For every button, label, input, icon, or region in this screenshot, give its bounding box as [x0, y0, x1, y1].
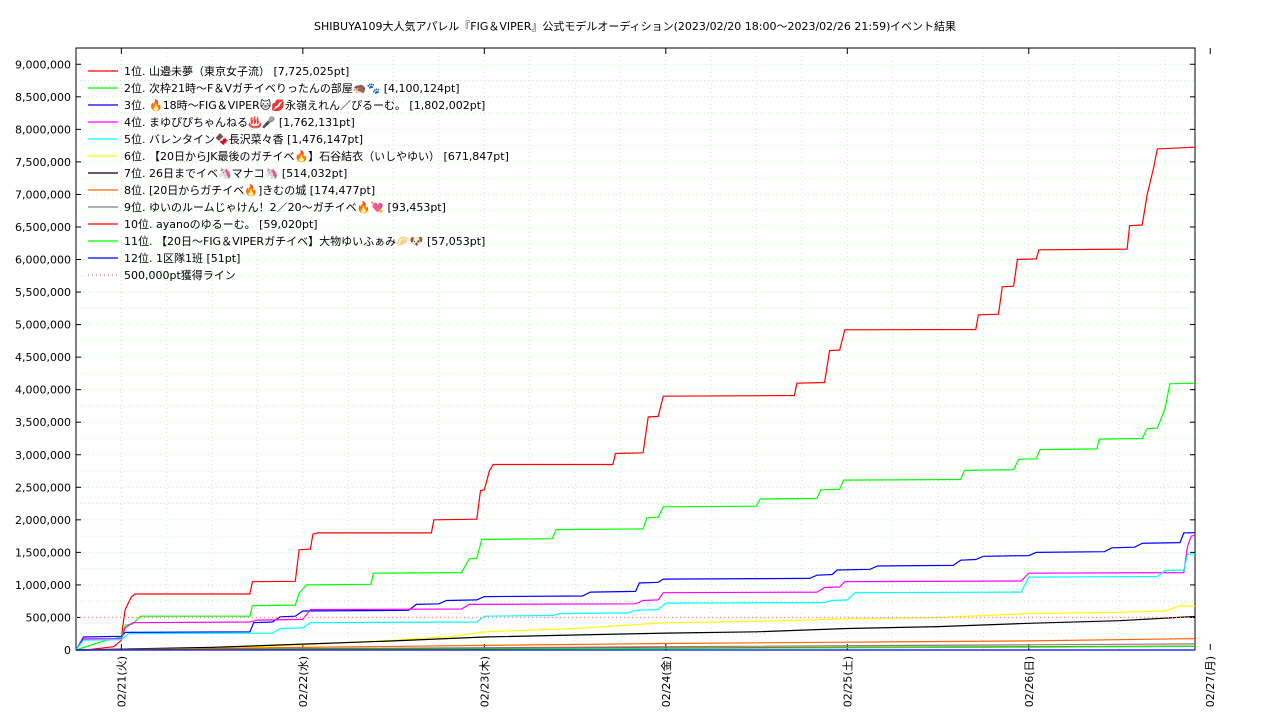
series-line-3 — [75, 532, 1196, 651]
y-tick-label: 2,000,000 — [15, 514, 71, 527]
y-tick-label: 1,500,000 — [15, 546, 71, 559]
legend-label-1: 1位. 山邉未夢（東京女子流） [7,725,025pt] — [124, 64, 349, 78]
y-tick-label: 6,000,000 — [15, 254, 71, 267]
y-tick-label: 8,500,000 — [15, 91, 71, 104]
y-tick-label: 8,000,000 — [15, 123, 71, 136]
chart-subtitle: イベント結果 — [890, 19, 956, 33]
x-tick-label: 02/27(月) — [1204, 656, 1217, 707]
x-tick-label: 02/23(木) — [478, 656, 491, 707]
y-tick-label: 6,500,000 — [15, 221, 71, 234]
legend-label-4: 4位. まゆぴぴちゃんねる♨️🎤 [1,762,131pt] — [124, 115, 355, 129]
series-line-5 — [75, 553, 1196, 651]
series-line-2 — [75, 382, 1196, 651]
y-tick-label: 5,500,000 — [15, 286, 71, 299]
legend-label-11: 11位. 【20日〜FIG＆VIPERガチイベ】大物ゆいふぁみ🥟🐶 [57,05… — [124, 234, 485, 248]
x-tick-label: 02/22(水) — [297, 656, 310, 707]
series-line-1 — [75, 146, 1196, 651]
legend-label-2: 2位. 次枠21時〜F＆Vガチイベりったんの部屋🦔🐾 [4,100,124pt] — [124, 81, 460, 95]
x-tick-label: 02/24(金) — [659, 656, 673, 707]
y-tick-label: 3,500,000 — [15, 416, 71, 429]
y-tick-label: 4,000,000 — [15, 384, 71, 397]
series-line-7 — [75, 615, 1196, 651]
legend-label-7: 7位. 26日までイベ🦄マナコ🦄 [514,032pt] — [124, 166, 347, 180]
y-tick-label: 5,000,000 — [15, 319, 71, 332]
axis-layer: 0 500,000 1,000,000 1,500,000 2,000,000 2,500… — [15, 47, 1217, 707]
legend: 1位. 山邉未夢（東京女子流） [7,725,025pt] 2位. 次枠21時〜F… — [88, 64, 509, 282]
legend-label-3: 3位. 🔥18時〜FIG＆VIPER🐱💋永嶺えれん／ぴるーむ。 [1,802,0… — [124, 98, 485, 112]
series-line-8 — [75, 638, 1196, 651]
x-tick-label: 02/25(土) — [841, 656, 854, 707]
y-tick-label: 500,000 — [26, 611, 72, 624]
x-tick-label: 02/26(日) — [1023, 656, 1036, 707]
legend-label-8: 8位. [20日からガチイベ🔥]きむの城 [174,477pt] — [124, 183, 375, 197]
legend-label-13: 500,000pt獲得ライン — [124, 269, 236, 282]
series-line-4 — [75, 534, 1196, 651]
y-tick-label: 7,000,000 — [15, 188, 71, 201]
legend-label-10: 10位. ayanoのゆるーむ。 [59,020pt] — [124, 217, 318, 231]
legend-label-12: 12位. 1区隊1班 [51pt] — [124, 251, 240, 265]
y-tick-label: 4,500,000 — [15, 351, 71, 364]
legend-label-5: 5位. バレンタイン🍫長沢菜々香 [1,476,147pt] — [124, 132, 363, 146]
legend-label-6: 6位. 【20日からJK最後のガチイベ🔥】石谷結衣（いしやゆい） [671,84… — [124, 149, 509, 163]
y-tick-label: 2,500,000 — [15, 481, 71, 494]
y-tick-label: 1,000,000 — [15, 579, 71, 592]
y-tick-label: 3,000,000 — [15, 449, 71, 462]
legend-label-9: 9位. ゆいのルームじゃけん！2／20〜ガチイベ🔥💘 [93,453pt] — [124, 200, 446, 214]
y-tick-label: 7,500,000 — [15, 156, 71, 169]
series-layer — [75, 146, 1196, 651]
x-tick-label: 02/21(火) — [115, 656, 128, 707]
grid-layer — [75, 48, 1195, 650]
chart-title: SHIBUYA109大人気アパレル『FIG＆VIPER』公式モデルオーディション… — [314, 19, 890, 33]
y-tick-label: 9,000,000 — [15, 58, 71, 71]
y-tick-label: 0 — [64, 644, 71, 657]
